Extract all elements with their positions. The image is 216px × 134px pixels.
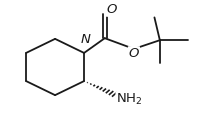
Text: O: O: [129, 47, 139, 60]
Text: NH$_2$: NH$_2$: [116, 92, 143, 107]
Text: N: N: [80, 33, 90, 46]
Text: O: O: [107, 3, 117, 16]
